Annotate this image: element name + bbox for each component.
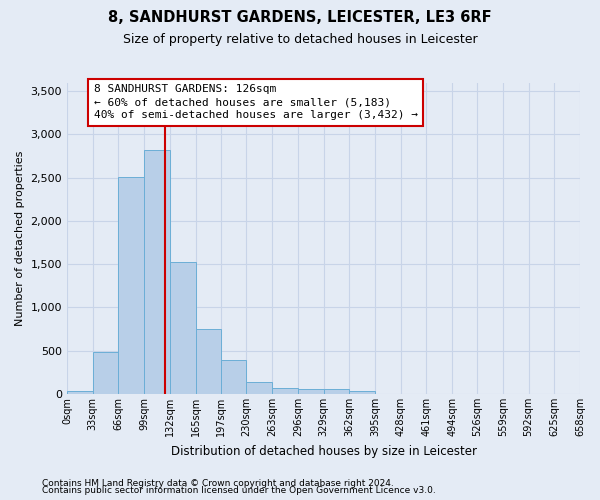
Bar (67, 392, 93, 394)
Bar (196, 329, 221, 394)
Bar (93, 352, 118, 394)
Bar (144, 150, 170, 394)
Text: 8, SANDHURST GARDENS, LEICESTER, LE3 6RF: 8, SANDHURST GARDENS, LEICESTER, LE3 6RF (108, 10, 492, 25)
Bar (298, 390, 323, 394)
Bar (247, 382, 272, 394)
Bar (349, 392, 375, 394)
Bar (272, 388, 298, 394)
Bar (323, 390, 349, 394)
Bar (170, 262, 196, 394)
Bar (221, 360, 247, 394)
Y-axis label: Number of detached properties: Number of detached properties (15, 150, 25, 326)
Bar (118, 177, 144, 394)
X-axis label: Distribution of detached houses by size in Leicester: Distribution of detached houses by size … (170, 444, 476, 458)
Text: Contains public sector information licensed under the Open Government Licence v3: Contains public sector information licen… (42, 486, 436, 495)
Text: Contains HM Land Registry data © Crown copyright and database right 2024.: Contains HM Land Registry data © Crown c… (42, 478, 394, 488)
Text: 8 SANDHURST GARDENS: 126sqm
← 60% of detached houses are smaller (5,183)
40% of : 8 SANDHURST GARDENS: 126sqm ← 60% of det… (94, 84, 418, 120)
Text: Size of property relative to detached houses in Leicester: Size of property relative to detached ho… (122, 32, 478, 46)
